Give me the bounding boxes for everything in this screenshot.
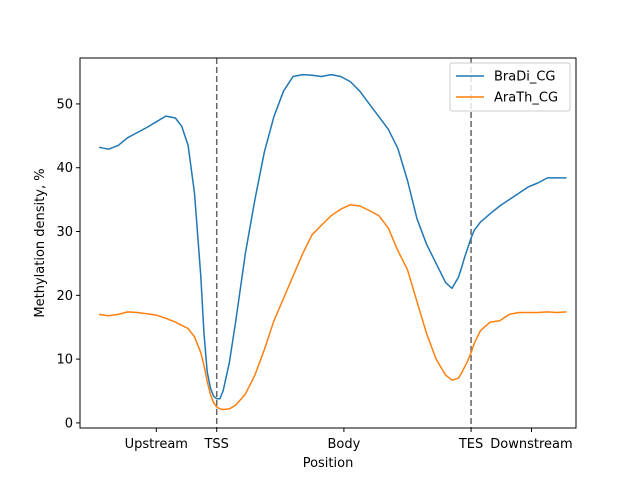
y-tick-label: 40 — [56, 161, 73, 176]
legend-box — [449, 62, 571, 112]
y-axis: 0 10 20 30 40 50 — [56, 97, 80, 431]
x-axis: Upstream TSS Body TES Downstream — [125, 428, 573, 452]
x-tick-label: TES — [458, 437, 483, 452]
y-tick-label: 50 — [56, 97, 73, 112]
y-tick-label: 30 — [56, 225, 73, 240]
y-tick-label: 10 — [56, 353, 73, 368]
x-tick-label: TSS — [203, 437, 228, 452]
series-line-1 — [98, 203, 567, 411]
y-axis-label: Methylation density, % — [33, 168, 48, 317]
series-lines — [98, 73, 567, 411]
legend: BraDi_CG AraTh_CG — [449, 62, 571, 112]
y-tick-label: 20 — [56, 289, 73, 304]
y-tick-label: 0 — [65, 416, 73, 431]
x-axis-label: Position — [303, 456, 354, 471]
x-tick-label: Upstream — [125, 437, 188, 452]
region-boundary-lines — [215, 58, 472, 428]
legend-label: AraTh_CG — [494, 91, 558, 106]
series-line-0 — [98, 73, 567, 400]
x-tick-label: Body — [327, 437, 360, 452]
plot-frame — [79, 57, 577, 429]
x-tick-label: Downstream — [490, 437, 572, 452]
legend-label: BraDi_CG — [494, 70, 556, 85]
